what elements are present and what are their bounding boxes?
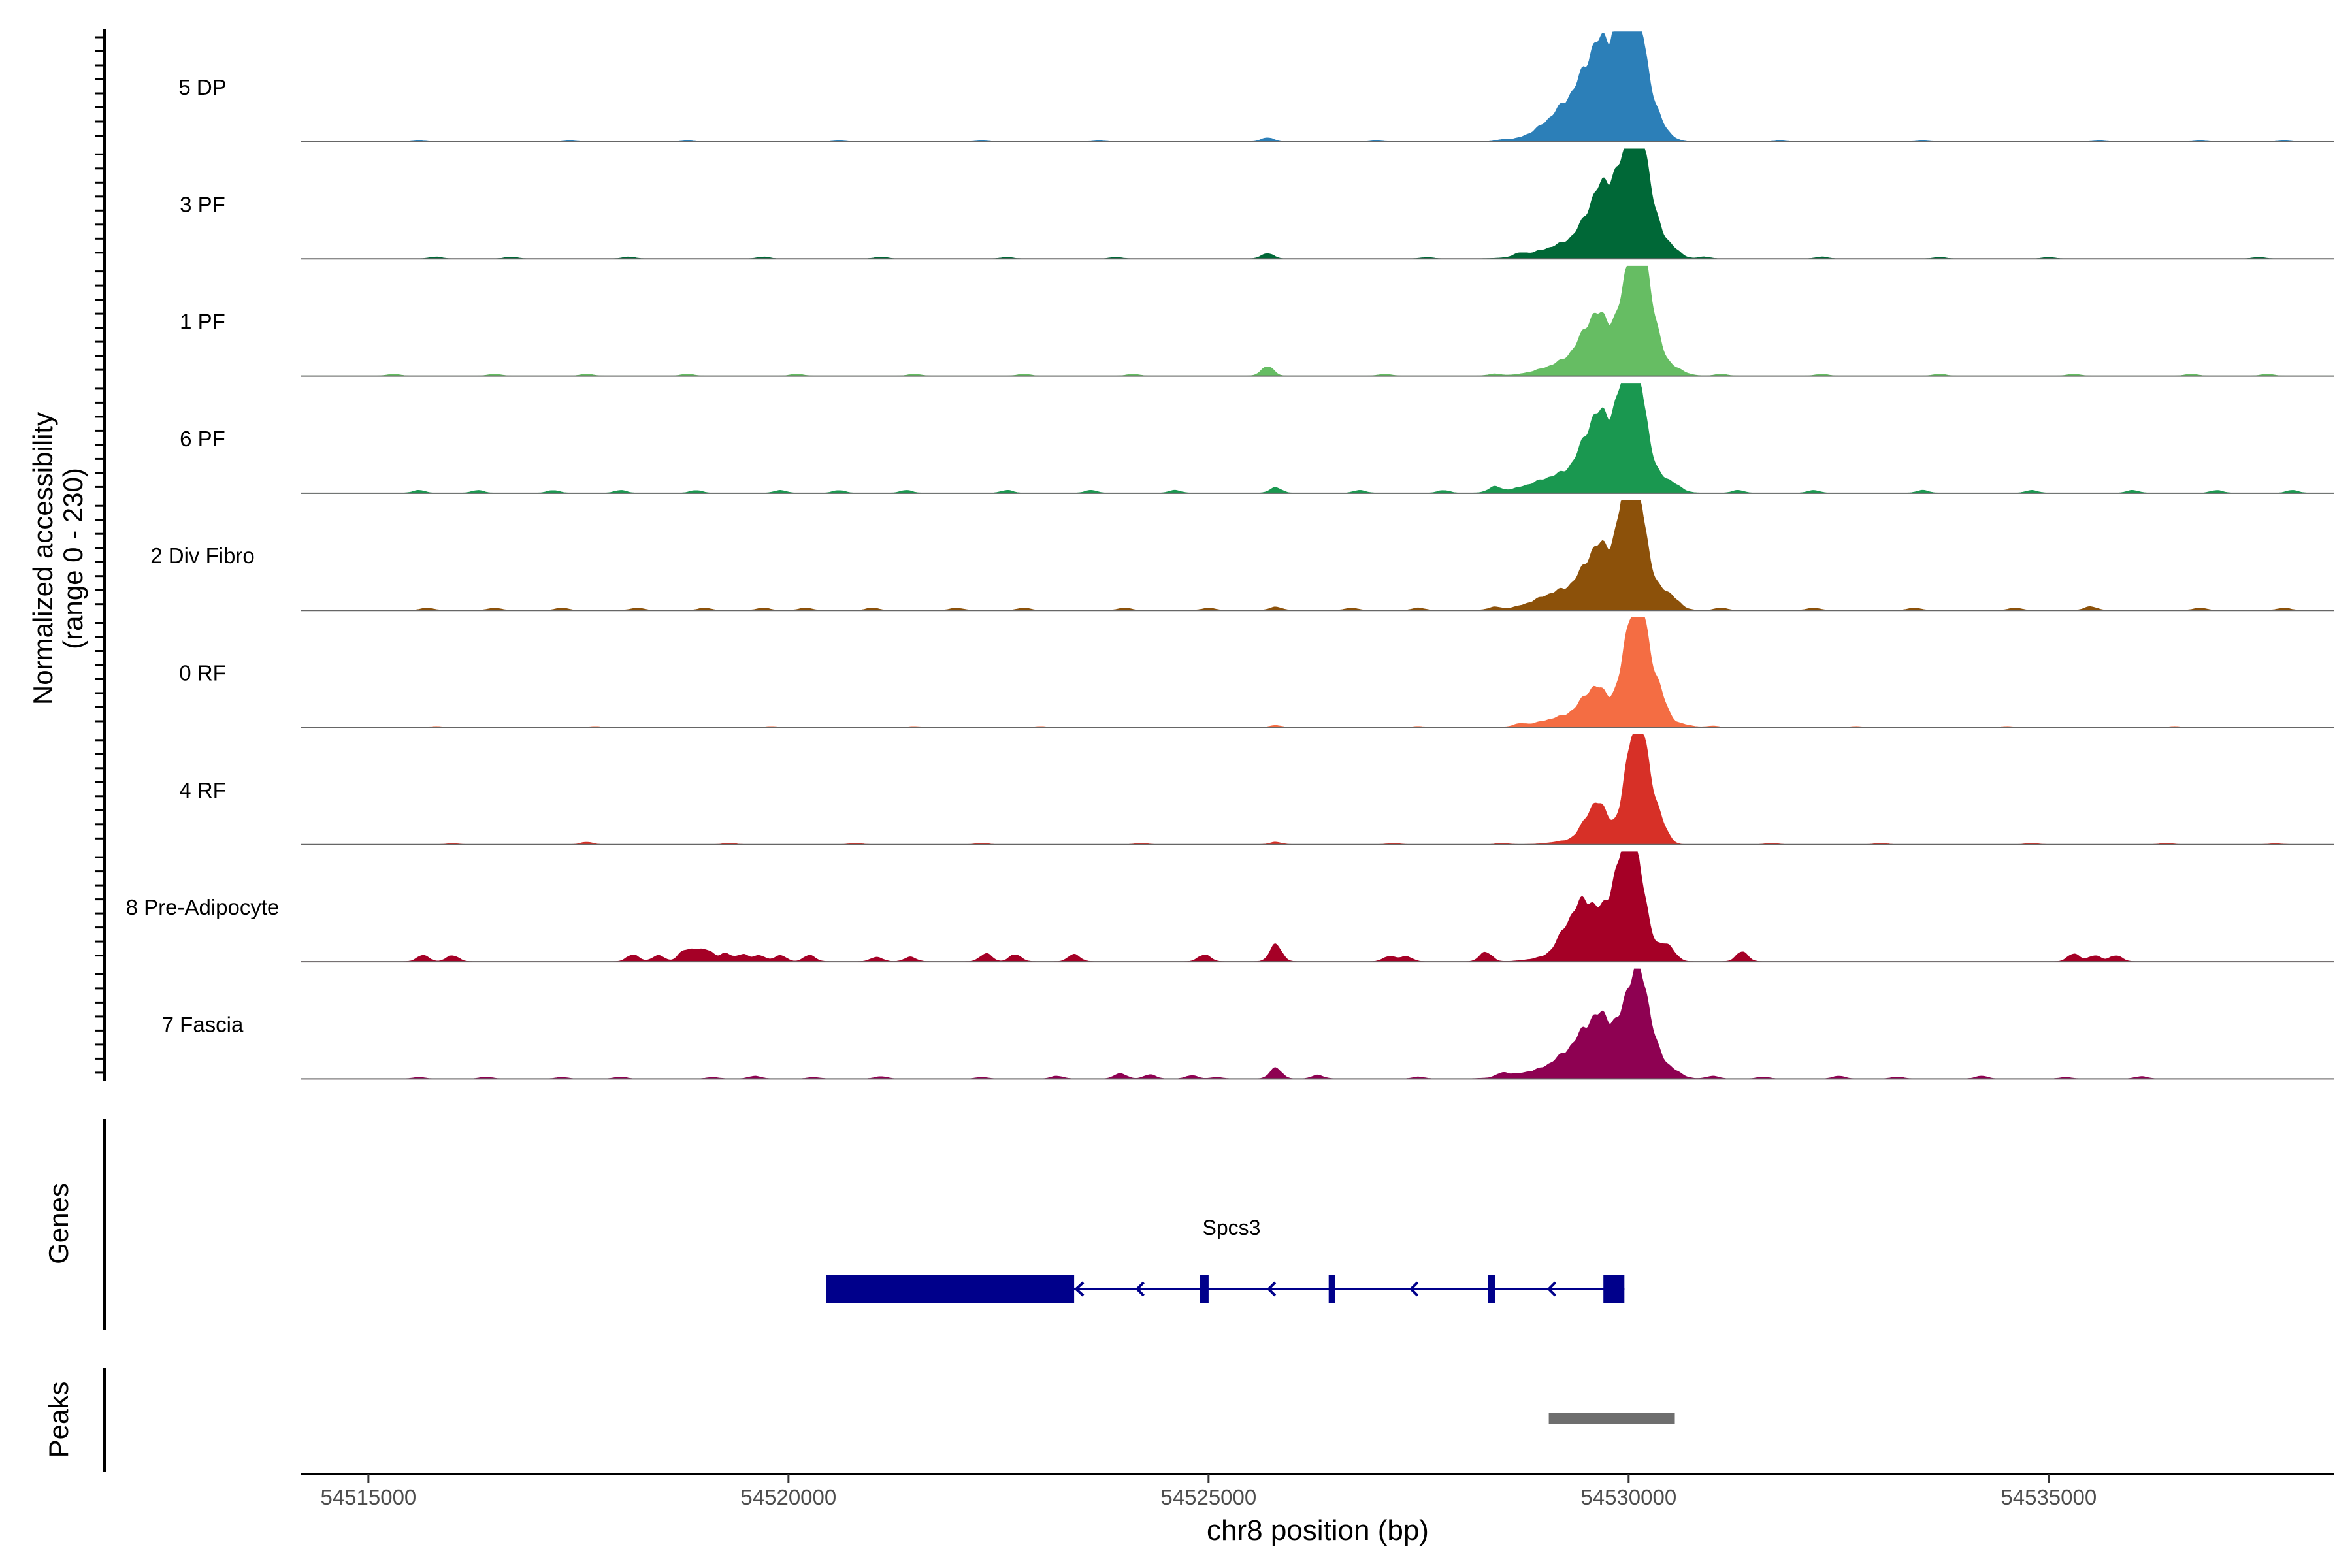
track-3-pf: 3 PF bbox=[180, 148, 2334, 260]
coverage-ylabel-line2: (range 0 - 230) bbox=[57, 468, 88, 649]
track-label: 0 RF bbox=[179, 661, 226, 685]
gene-exon bbox=[826, 1275, 1075, 1303]
track-7-fascia: 7 Fascia bbox=[162, 968, 2334, 1080]
x-tick-label: 54525000 bbox=[1160, 1485, 1256, 1509]
track-4-rf: 4 RF bbox=[179, 734, 2334, 845]
x-tick-label: 54530000 bbox=[1580, 1485, 1676, 1509]
coverage-tracks: 5 DP 3 PF 1 PF 6 PF 2 Div Fibro 0 RF 4 RF 8 Pre… bbox=[126, 31, 2334, 1080]
peak-regions bbox=[1548, 1413, 1675, 1424]
coverage-area bbox=[301, 265, 2334, 377]
track-label: 4 RF bbox=[179, 778, 226, 802]
coverage-y-axis-ticks bbox=[95, 36, 105, 1074]
gene-name-label: Spcs3 bbox=[1203, 1216, 1261, 1239]
gene-exon bbox=[1200, 1275, 1209, 1303]
x-axis-ticks: 54515000 54520000 54525000 54530000 54535000 bbox=[320, 1474, 2097, 1509]
gene-exon bbox=[1488, 1275, 1495, 1303]
x-tick-label: 54520000 bbox=[740, 1485, 836, 1509]
strand-arrow bbox=[1266, 1281, 1277, 1297]
peak-region bbox=[1548, 1413, 1675, 1424]
strand-arrow bbox=[1074, 1281, 1085, 1297]
coverage-area bbox=[301, 383, 2334, 494]
track-label: 6 PF bbox=[180, 427, 225, 451]
track-2-div-fibro: 2 Div Fibro bbox=[150, 500, 2334, 612]
x-axis-label: chr8 position (bp) bbox=[1207, 1514, 1429, 1546]
strand-arrow bbox=[1135, 1281, 1145, 1297]
peaks-ylabel: Peaks bbox=[43, 1382, 74, 1458]
strand-arrow bbox=[1409, 1281, 1419, 1297]
track-6-pf: 6 PF bbox=[180, 383, 2334, 494]
track-label: 1 PF bbox=[180, 310, 225, 334]
x-tick-label: 54515000 bbox=[320, 1485, 416, 1509]
coverage-area bbox=[301, 31, 2334, 142]
track-label: 8 Pre-Adipocyte bbox=[126, 895, 280, 919]
gene-model bbox=[826, 1275, 1625, 1303]
track-label: 5 DP bbox=[178, 75, 226, 99]
genes-ylabel: Genes bbox=[43, 1183, 74, 1264]
track-label: 7 Fascia bbox=[162, 1012, 244, 1036]
coverage-area bbox=[301, 968, 2334, 1080]
gene-exon bbox=[1603, 1275, 1625, 1303]
track-0-rf: 0 RF bbox=[179, 617, 2334, 728]
coverage-area bbox=[301, 148, 2334, 260]
gene-exon bbox=[1328, 1275, 1335, 1303]
track-label: 2 Div Fibro bbox=[150, 544, 255, 568]
coverage-ylabel-line1: Normalized accessibility bbox=[27, 412, 58, 705]
x-tick-label: 54535000 bbox=[2001, 1485, 2097, 1509]
coverage-area bbox=[301, 851, 2334, 962]
track-1-pf: 1 PF bbox=[180, 265, 2334, 377]
strand-arrow bbox=[1546, 1281, 1557, 1297]
track-5-dp: 5 DP bbox=[178, 31, 2334, 142]
track-label: 3 PF bbox=[180, 192, 225, 216]
track-8-pre-adipocyte: 8 Pre-Adipocyte bbox=[126, 851, 2334, 963]
coverage-area bbox=[301, 617, 2334, 728]
coverage-area bbox=[301, 734, 2334, 845]
coverage-area bbox=[301, 500, 2334, 611]
